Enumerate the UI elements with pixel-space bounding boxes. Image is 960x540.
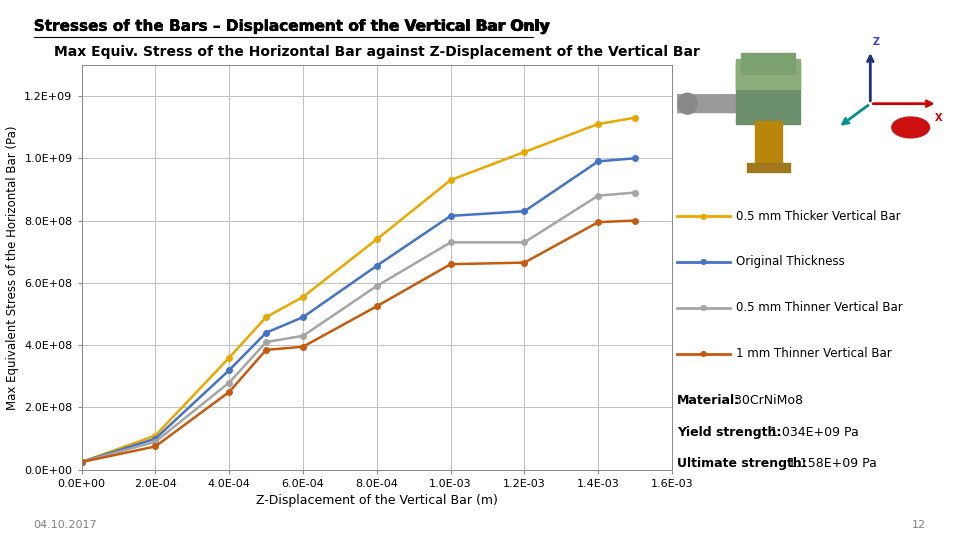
Text: Ultimate strength:: Ultimate strength: [677,457,806,470]
Original Thickness [444,213,456,219]
Title: Max Equiv. Stress of the Horizontal Bar against Z-Displacement of the Vertical B: Max Equiv. Stress of the Horizontal Bar … [54,45,700,59]
Y-axis label: Max Equivalent Stress of the Horizontal Bar (Pa): Max Equivalent Stress of the Horizontal … [6,125,19,409]
Bar [755,122,781,169]
0.5 mm Thinner Vertical Bar [224,379,235,386]
Text: 30CrNiMo8: 30CrNiMo8 [731,394,804,407]
Text: ●: ● [699,258,707,266]
Text: Material:: Material: [677,394,740,407]
Text: 04.10.2017: 04.10.2017 [34,520,97,530]
Line: 0.5 mm Thinner Vertical Bar: 0.5 mm Thinner Vertical Bar [79,190,637,465]
Ellipse shape [678,93,697,114]
1 mm Thinner Vertical Bar [371,303,382,309]
Line: Original Thickness: Original Thickness [79,156,637,465]
0.5 mm Thicker Vertical Bar [592,121,604,127]
Original Thickness [298,314,309,320]
X-axis label: Z-Displacement of the Vertical Bar (m): Z-Displacement of the Vertical Bar (m) [256,495,497,508]
Text: Yield strength:: Yield strength: [677,426,781,438]
1 mm Thinner Vertical Bar [298,343,309,350]
Text: Stresses of the Bars – Displacement of the Vertical Bar Only: Stresses of the Bars – Displacement of t… [34,19,548,34]
Text: ●: ● [699,349,707,358]
1 mm Thinner Vertical Bar [150,443,161,450]
1 mm Thinner Vertical Bar [444,261,456,267]
Text: ●: ● [699,303,707,312]
0.5 mm Thicker Vertical Bar [224,354,235,361]
Text: Original Thickness: Original Thickness [736,255,845,268]
Text: Stresses of the Bars – Displacement of the Vertical Bar Only: Stresses of the Bars – Displacement of t… [34,19,548,34]
1 mm Thinner Vertical Bar [224,389,235,395]
0.5 mm Thinner Vertical Bar [444,239,456,246]
0.5 mm Thinner Vertical Bar [150,438,161,445]
Line: 0.5 mm Thicker Vertical Bar: 0.5 mm Thicker Vertical Bar [79,115,637,465]
0.5 mm Thicker Vertical Bar [444,177,456,183]
FancyBboxPatch shape [674,95,738,112]
Original Thickness [518,208,530,214]
1 mm Thinner Vertical Bar [76,459,87,465]
Text: 0.5 mm Thinner Vertical Bar: 0.5 mm Thinner Vertical Bar [736,301,903,314]
Circle shape [892,117,929,138]
0.5 mm Thicker Vertical Bar [518,149,530,156]
Text: ●: ● [699,212,707,220]
Text: X: X [935,112,943,123]
1 mm Thinner Vertical Bar [260,347,272,353]
0.5 mm Thinner Vertical Bar [298,333,309,339]
1 mm Thinner Vertical Bar [592,219,604,225]
Line: 1 mm Thinner Vertical Bar: 1 mm Thinner Vertical Bar [79,218,637,465]
Bar [736,62,801,124]
Text: 1.034E+09 Pa: 1.034E+09 Pa [766,426,859,438]
0.5 mm Thinner Vertical Bar [630,190,641,196]
1 mm Thinner Vertical Bar [518,259,530,266]
Original Thickness [592,158,604,165]
0.5 mm Thinner Vertical Bar [592,192,604,199]
Original Thickness [76,459,87,465]
Bar [736,59,801,89]
Text: 1.158E+09 Pa: 1.158E+09 Pa [784,457,876,470]
0.5 mm Thicker Vertical Bar [371,236,382,242]
0.5 mm Thinner Vertical Bar [76,459,87,465]
Original Thickness [630,155,641,161]
0.5 mm Thinner Vertical Bar [518,239,530,246]
Original Thickness [260,329,272,336]
1 mm Thinner Vertical Bar [630,217,641,224]
Original Thickness [371,262,382,269]
0.5 mm Thicker Vertical Bar [260,314,272,320]
0.5 mm Thicker Vertical Bar [630,114,641,121]
0.5 mm Thicker Vertical Bar [298,294,309,300]
0.5 mm Thicker Vertical Bar [150,433,161,439]
0.5 mm Thinner Vertical Bar [371,283,382,289]
Text: Z: Z [873,37,880,47]
0.5 mm Thinner Vertical Bar [260,339,272,345]
Bar [747,163,790,172]
Text: 12: 12 [912,520,926,530]
Text: 0.5 mm Thicker Vertical Bar: 0.5 mm Thicker Vertical Bar [736,210,900,222]
Text: 1 mm Thinner Vertical Bar: 1 mm Thinner Vertical Bar [736,347,892,360]
Original Thickness [224,367,235,373]
0.5 mm Thicker Vertical Bar [76,459,87,465]
Bar [741,53,795,74]
Original Thickness [150,435,161,442]
